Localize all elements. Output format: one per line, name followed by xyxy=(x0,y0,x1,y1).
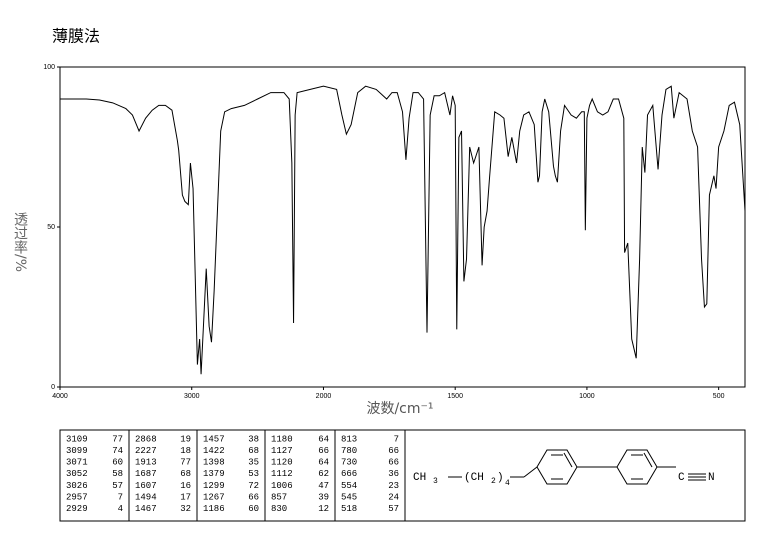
x-tick-label: 1500 xyxy=(447,393,463,400)
peak-wavenumber: 1687 xyxy=(135,469,157,479)
y-tick-label: 0 xyxy=(51,384,55,391)
peak-transmittance: 7 xyxy=(118,492,123,502)
peak-wavenumber: 857 xyxy=(271,492,287,502)
x-axis-label: 波数/cm⁻¹ xyxy=(366,401,433,417)
peak-transmittance: 72 xyxy=(248,481,259,491)
y-axis-label: 透过率/% xyxy=(12,212,28,272)
peak-transmittance: 64 xyxy=(318,458,329,468)
peak-wavenumber: 3026 xyxy=(66,481,88,491)
peak-wavenumber: 2957 xyxy=(66,492,88,502)
peak-transmittance: 58 xyxy=(112,469,123,479)
peak-transmittance: 4 xyxy=(118,504,123,514)
peak-wavenumber: 1422 xyxy=(203,446,225,456)
y-tick-label: 100 xyxy=(43,64,55,71)
peak-transmittance: 60 xyxy=(248,504,259,514)
peak-wavenumber: 666 xyxy=(341,469,357,479)
peak-wavenumber: 830 xyxy=(271,504,287,514)
peak-transmittance: 57 xyxy=(112,481,123,491)
peak-transmittance: 62 xyxy=(318,469,329,479)
formula-text: N xyxy=(708,472,715,484)
ring-double-bond xyxy=(643,452,653,468)
peak-transmittance: 68 xyxy=(248,446,259,456)
peak-transmittance: 12 xyxy=(318,504,329,514)
peak-wavenumber: 1607 xyxy=(135,481,157,491)
peak-transmittance: 60 xyxy=(112,458,123,468)
peak-transmittance: 77 xyxy=(112,434,123,444)
structure: CH 3 (CH 2 ) 4 C N xyxy=(413,449,715,488)
peak-transmittance: 66 xyxy=(248,492,259,502)
formula-subscript: 4 xyxy=(505,479,510,488)
peak-wavenumber: 1112 xyxy=(271,469,293,479)
x-tick-label: 3000 xyxy=(184,393,200,400)
peak-wavenumber: 545 xyxy=(341,492,357,502)
peak-wavenumber: 1180 xyxy=(271,434,293,444)
peak-transmittance: 36 xyxy=(388,469,399,479)
formula-text: CH xyxy=(413,472,426,484)
peak-wavenumber: 3071 xyxy=(66,458,88,468)
peak-wavenumber: 1120 xyxy=(271,458,293,468)
peak-wavenumber: 780 xyxy=(341,446,357,456)
formula-subscript: 2 xyxy=(491,477,496,486)
formula-text: (CH xyxy=(464,472,484,484)
x-tick-label: 4000 xyxy=(52,393,68,400)
peak-transmittance: 64 xyxy=(318,434,329,444)
x-tick-label: 2000 xyxy=(316,393,332,400)
peak-transmittance: 24 xyxy=(388,492,399,502)
peak-transmittance: 19 xyxy=(180,434,191,444)
peak-transmittance: 16 xyxy=(180,481,191,491)
peak-transmittance: 66 xyxy=(388,458,399,468)
peak-wavenumber: 3052 xyxy=(66,469,88,479)
peak-wavenumber: 518 xyxy=(341,504,357,514)
peak-wavenumber: 1457 xyxy=(203,434,225,444)
peak-wavenumber: 2929 xyxy=(66,504,88,514)
peak-transmittance: 57 xyxy=(388,504,399,514)
chart-title: 薄膜法 xyxy=(52,27,100,46)
peak-wavenumber: 1006 xyxy=(271,481,293,491)
peak-transmittance: 35 xyxy=(248,458,259,468)
peak-transmittance: 39 xyxy=(318,492,329,502)
peak-wavenumber: 1127 xyxy=(271,446,293,456)
peak-wavenumber: 813 xyxy=(341,434,357,444)
peak-transmittance: 66 xyxy=(318,446,329,456)
peak-wavenumber: 1398 xyxy=(203,458,225,468)
peak-wavenumber: 1267 xyxy=(203,492,225,502)
peak-wavenumber: 1379 xyxy=(203,469,225,479)
peak-wavenumber: 1186 xyxy=(203,504,225,514)
peak-transmittance: 53 xyxy=(248,469,259,479)
formula-text: C xyxy=(678,472,685,484)
peak-wavenumber: 1913 xyxy=(135,458,157,468)
peak-transmittance: 17 xyxy=(180,492,191,502)
peak-transmittance: 38 xyxy=(248,434,259,444)
x-tick-label: 500 xyxy=(713,393,725,400)
peak-wavenumber: 1299 xyxy=(203,481,225,491)
bond xyxy=(523,466,538,478)
peak-wavenumber: 1467 xyxy=(135,504,157,514)
peak-transmittance: 23 xyxy=(388,481,399,491)
x-tick-label: 1000 xyxy=(579,393,595,400)
peak-transmittance: 7 xyxy=(394,434,399,444)
peak-transmittance: 66 xyxy=(388,446,399,456)
peak-wavenumber: 2868 xyxy=(135,434,157,444)
peak-wavenumber: 3099 xyxy=(66,446,88,456)
formula-subscript: 3 xyxy=(433,477,438,486)
peak-transmittance: 18 xyxy=(180,446,191,456)
peak-transmittance: 77 xyxy=(180,458,191,468)
ring-double-bond xyxy=(563,452,573,468)
spectrum-line xyxy=(60,85,746,375)
y-tick-label: 50 xyxy=(47,224,55,231)
peak-transmittance: 32 xyxy=(180,504,191,514)
peak-wavenumber: 2227 xyxy=(135,446,157,456)
peak-wavenumber: 3109 xyxy=(66,434,88,444)
peak-transmittance: 74 xyxy=(112,446,123,456)
table-frame xyxy=(59,429,746,522)
peak-wavenumber: 730 xyxy=(341,458,357,468)
peak-transmittance: 68 xyxy=(180,469,191,479)
peak-transmittance: 47 xyxy=(318,481,329,491)
peak-wavenumber: 554 xyxy=(341,481,357,491)
formula-text: ) xyxy=(497,472,504,484)
peak-wavenumber: 1494 xyxy=(135,492,157,502)
